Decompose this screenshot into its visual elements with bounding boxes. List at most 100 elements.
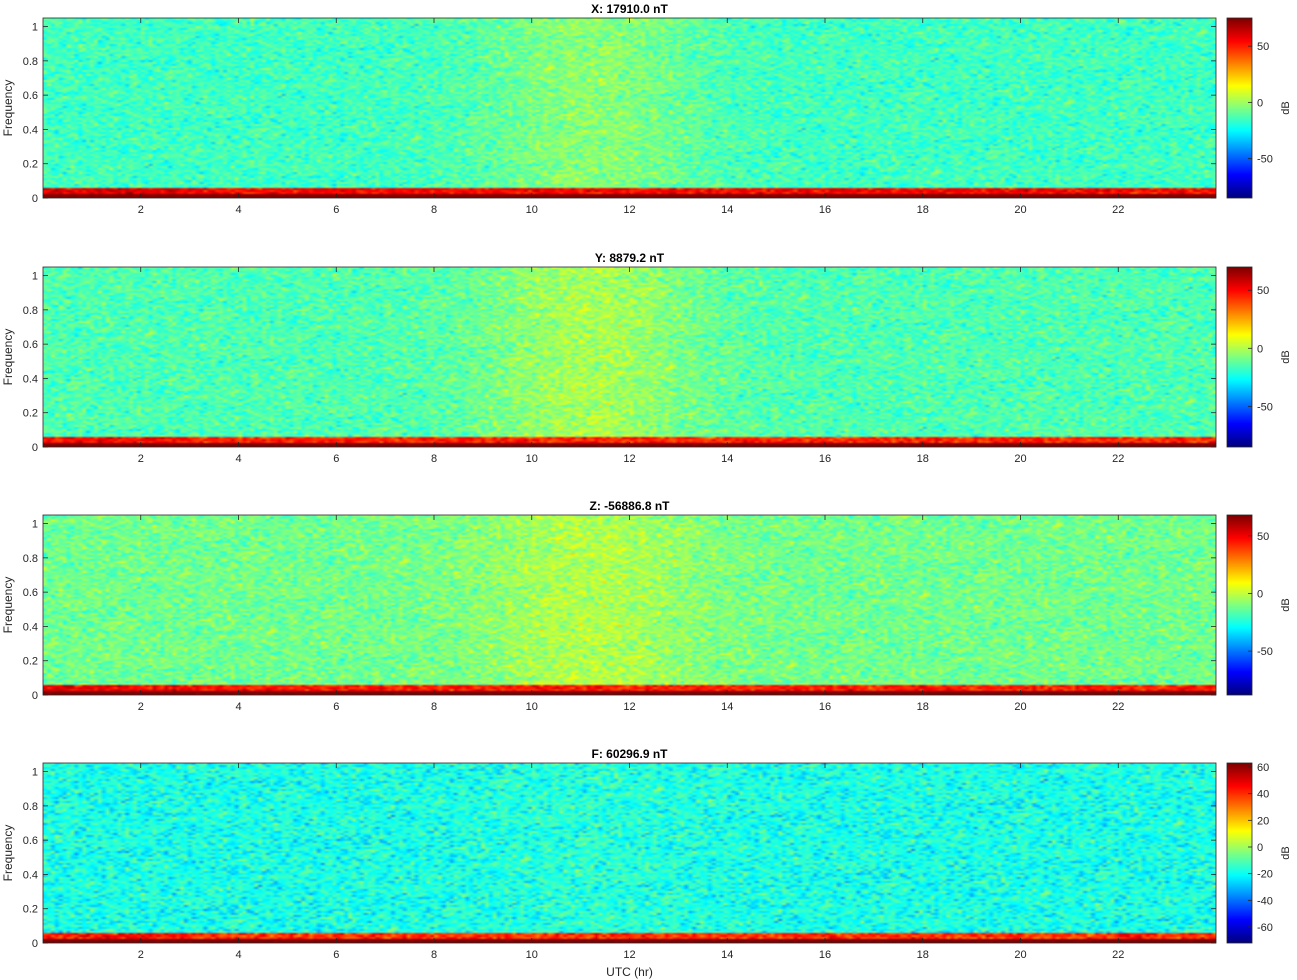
- x-tick-label: 16: [819, 453, 831, 465]
- y-tick-label: 0.6: [23, 587, 38, 599]
- y-tick-label: 0.4: [23, 124, 38, 136]
- colorbar-label: dB: [1280, 350, 1292, 363]
- x-tick-label: 10: [526, 949, 538, 961]
- colorbar-tick-label: 0: [1257, 842, 1263, 854]
- y-tick-label: 0.8: [23, 56, 38, 68]
- x-tick-label: 6: [333, 701, 339, 713]
- x-tick-label: 16: [819, 204, 831, 216]
- x-tick-label: 16: [819, 701, 831, 713]
- y-axis-label: Frequency: [1, 577, 15, 634]
- colorbar-tick-label: -20: [1257, 869, 1273, 881]
- y-tick-label: 0.2: [23, 159, 38, 171]
- x-tick-label: 22: [1112, 701, 1124, 713]
- panel-title: F: 60296.9 nT: [591, 747, 668, 761]
- x-tick-label: 8: [431, 701, 437, 713]
- colorbar: -60 -40 -20 0 20 40 60 dB: [1226, 762, 1292, 944]
- spectrogram-panel-1: 2 4 6 8 10 12 14 16 18 20 22 0 0.2 0.4 0.6 0.8 1 X: 17910…: [1, 2, 1292, 216]
- colorbar: -50 0 50 dB: [1226, 514, 1292, 696]
- spectrogram-panel-2: 2 4 6 8 10 12 14 16 18 20 22 0 0.2 0.4 0.6 0.8 1 Y: 8879.…: [1, 251, 1292, 465]
- y-tick-label: 0.8: [23, 305, 38, 317]
- y-tick-label: 0: [32, 938, 38, 950]
- y-tick-label: 0.6: [23, 835, 38, 847]
- x-tick-label: 22: [1112, 453, 1124, 465]
- colorbar-tick-label: 60: [1257, 762, 1269, 774]
- colorbar-gradient: [1227, 267, 1252, 447]
- y-tick-label: 1: [32, 271, 38, 283]
- x-tick-label: 2: [138, 949, 144, 961]
- colorbar: -50 0 50 dB: [1226, 17, 1292, 199]
- colorbar-tick-label: 50: [1257, 531, 1269, 543]
- x-tick-label: 4: [235, 204, 241, 216]
- colorbar-gradient: [1227, 18, 1252, 198]
- x-tick-label: 20: [1014, 701, 1026, 713]
- spectrogram-panel-3: 2 4 6 8 10 12 14 16 18 20 22 0 0.2 0.4 0.6 0.8 1 Z: -5688…: [1, 499, 1292, 713]
- colorbar-tick-label: -50: [1257, 646, 1273, 658]
- x-tick-label: 20: [1014, 949, 1026, 961]
- y-tick-label: 0.2: [23, 904, 38, 916]
- colorbar-frame: [1226, 514, 1253, 696]
- y-tick-label: 0.8: [23, 801, 38, 813]
- colorbar-frame: [1226, 762, 1253, 944]
- heatmap-raster: [43, 763, 1216, 943]
- y-tick-label: 1: [32, 22, 38, 34]
- y-tick-label: 0.2: [23, 656, 38, 668]
- colorbar-tick-label: -50: [1257, 401, 1273, 413]
- y-tick-label: 0: [32, 193, 38, 205]
- colorbar-tick-label: -60: [1257, 922, 1273, 934]
- x-tick-label: 22: [1112, 204, 1124, 216]
- x-tick-label: 14: [721, 949, 733, 961]
- x-tick-label: 18: [917, 701, 929, 713]
- x-tick-label: 8: [431, 949, 437, 961]
- y-tick-label: 0: [32, 690, 38, 702]
- panel-title: Y: 8879.2 nT: [595, 251, 665, 265]
- panel-title: X: 17910.0 nT: [591, 2, 668, 16]
- x-tick-label: 6: [333, 453, 339, 465]
- colorbar-tick-label: 50: [1257, 41, 1269, 53]
- x-tick-label: 2: [138, 453, 144, 465]
- colorbar-label: dB: [1280, 598, 1292, 611]
- x-tick-label: 18: [917, 949, 929, 961]
- colorbar: -50 0 50 dB: [1226, 266, 1292, 448]
- x-tick-label: 20: [1014, 453, 1026, 465]
- panel-title: Z: -56886.8 nT: [589, 499, 670, 513]
- colorbar-tick-label: -50: [1257, 154, 1273, 166]
- x-tick-label: 12: [623, 949, 635, 961]
- y-tick-label: 0.4: [23, 621, 38, 633]
- x-tick-label: 18: [917, 453, 929, 465]
- spectrogram-panel-4: 2 4 6 8 10 12 14 16 18 20 22 0 0.2 0.4 0.6 0.8 1 F: 60296…: [1, 747, 1292, 979]
- colorbar-tick-label: 20: [1257, 815, 1269, 827]
- x-tick-label: 12: [623, 453, 635, 465]
- x-tick-label: 16: [819, 949, 831, 961]
- colorbar-gradient: [1227, 515, 1252, 695]
- x-tick-label: 22: [1112, 949, 1124, 961]
- x-tick-label: 14: [721, 701, 733, 713]
- colorbar-frame: [1226, 17, 1253, 199]
- x-tick-label: 6: [333, 949, 339, 961]
- x-tick-label: 8: [431, 204, 437, 216]
- x-axis-label: UTC (hr): [606, 965, 653, 979]
- y-axis-label: Frequency: [1, 825, 15, 882]
- y-tick-label: 0.6: [23, 339, 38, 351]
- x-tick-label: 18: [917, 204, 929, 216]
- x-tick-label: 14: [721, 453, 733, 465]
- y-tick-label: 0.4: [23, 869, 38, 881]
- x-tick-label: 2: [138, 701, 144, 713]
- y-tick-label: 0.8: [23, 553, 38, 565]
- colorbar-tick-label: 40: [1257, 789, 1269, 801]
- x-tick-label: 8: [431, 453, 437, 465]
- x-tick-label: 12: [623, 701, 635, 713]
- y-tick-label: 1: [32, 767, 38, 779]
- x-tick-label: 10: [526, 453, 538, 465]
- heatmap-raster: [43, 515, 1216, 695]
- x-tick-label: 2: [138, 204, 144, 216]
- colorbar-tick-label: 0: [1257, 343, 1263, 355]
- x-tick-label: 4: [235, 949, 241, 961]
- colorbar-label: dB: [1280, 846, 1292, 859]
- x-tick-label: 6: [333, 204, 339, 216]
- heatmap-raster: [43, 267, 1216, 447]
- y-tick-label: 0.6: [23, 90, 38, 102]
- colorbar-tick-label: 0: [1257, 588, 1263, 600]
- y-tick-label: 1: [32, 519, 38, 531]
- colorbar-label: dB: [1280, 101, 1292, 114]
- y-tick-label: 0: [32, 442, 38, 454]
